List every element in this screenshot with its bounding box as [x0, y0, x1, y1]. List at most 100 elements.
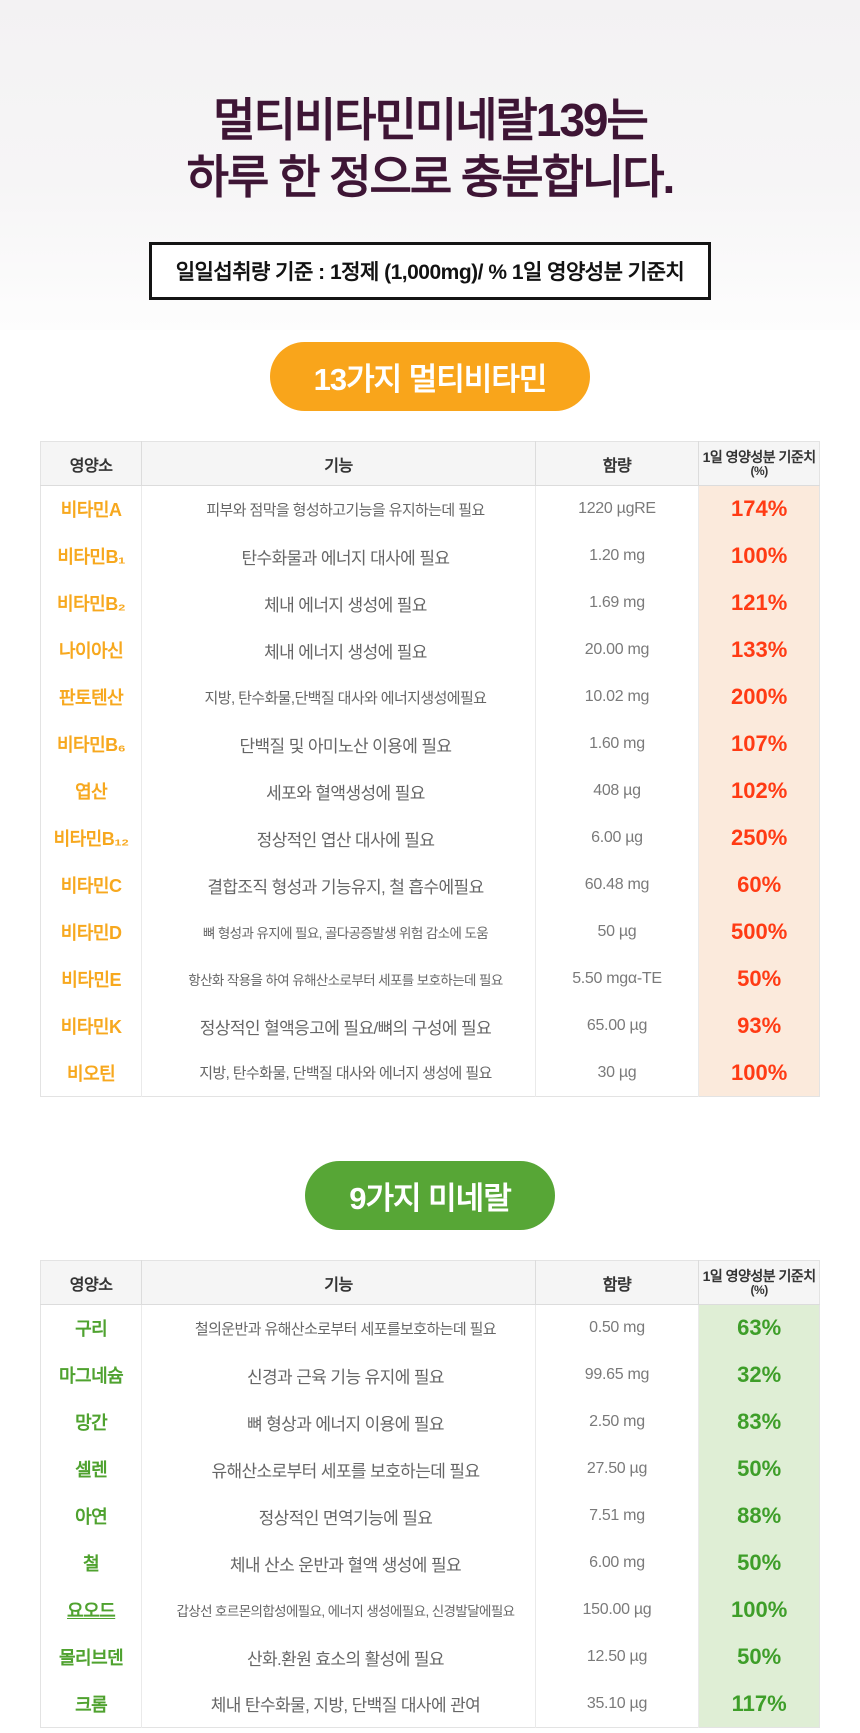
table-row: 셀렌 유해산소로부터 세포를 보호하는데 필요 27.50 µg 50%	[41, 1445, 820, 1493]
nutrient-percent-cell: 100%	[698, 1586, 820, 1634]
nutrient-function-cell: 세포와 혈액생성에 필요	[141, 767, 536, 815]
nutrient-amount-cell: 10.02 mg	[534, 673, 699, 721]
column-header-amount: 함량	[534, 1260, 699, 1305]
table-row: 크롬 체내 탄수화물, 지방, 단백질 대사에 관여 35.10 µg 117%	[41, 1680, 820, 1728]
nutrient-name-cell: 마그네슘	[59, 1366, 124, 1386]
vitamins-table-body: 비타민A 피부와 점막을 형성하고기능을 유지하는데 필요 1220 µgRE 174…	[41, 485, 820, 1097]
nutrient-name-cell: 셀렌	[75, 1460, 108, 1480]
column-header-function: 기능	[141, 1260, 536, 1305]
nutrient-percent-cell: 102%	[698, 767, 820, 815]
nutrient-name-cell: 비타민B₆	[56, 735, 126, 755]
table-row: 망간 뼈 형상과 에너지 이용에 필요 2.50 mg 83%	[41, 1398, 820, 1446]
nutrient-name-cell: 엽산	[75, 782, 108, 802]
nutrient-function-cell: 뼈 형상과 에너지 이용에 필요	[141, 1398, 536, 1446]
table-row: 판토텐산 지방, 탄수화물,단백질 대사와 에너지생성에필요 10.02 mg 200…	[41, 673, 820, 721]
nutrient-function-cell: 단백질 및 아미노산 이용에 필요	[141, 720, 536, 768]
nutrient-amount-cell: 60.48 mg	[534, 861, 699, 909]
nutrient-name-cell: 몰리브덴	[59, 1648, 124, 1668]
table-row: 비오틴 지방, 탄수화물, 단백질 대사와 에너지 생성에 필요 30 µg 100%	[41, 1049, 820, 1097]
nutrient-name-cell: 구리	[75, 1319, 108, 1340]
vitamins-table-header: 영양소 기능 함량 1일 영양성분 기준치 (%)	[40, 441, 820, 486]
nutrient-name-cell: 비타민K	[60, 1017, 122, 1037]
mineral-badge-wrap: 9가지 미네랄	[0, 1161, 860, 1230]
nutrient-name-cell: 크롬	[75, 1694, 108, 1715]
nutrient-amount-cell: 7.51 mg	[534, 1492, 699, 1540]
nutrient-percent-cell: 107%	[698, 720, 820, 768]
nutrient-function-cell: 체내 에너지 생성에 필요	[141, 579, 536, 627]
table-row: 비타민B₆ 단백질 및 아미노산 이용에 필요 1.60 mg 107%	[41, 720, 820, 768]
column-header-daily-value-line2: (%)	[750, 1282, 769, 1297]
nutrient-amount-cell: 0.50 mg	[534, 1304, 699, 1352]
nutrient-amount-cell: 2.50 mg	[534, 1398, 699, 1446]
nutrient-name-cell: 요오드	[67, 1601, 116, 1621]
nutrient-amount-cell: 6.00 µg	[534, 814, 699, 862]
dosage-note-text: 일일섭취량 기준 : 1정제 (1,000mg)/ % 1일 영양성분 기준치	[175, 261, 685, 285]
nutrient-percent-cell: 500%	[698, 908, 820, 956]
nutrient-function-cell: 산화.환원 효소의 활성에 필요	[141, 1633, 536, 1681]
table-header-row: 영양소 기능 함량 1일 영양성분 기준치 (%)	[40, 441, 820, 486]
nutrient-percent-cell: 50%	[698, 955, 820, 1003]
nutrient-percent-cell: 200%	[698, 673, 820, 721]
nutrient-amount-cell: 65.00 µg	[534, 1002, 699, 1050]
nutrient-percent-cell: 100%	[698, 532, 820, 580]
nutrient-name-cell: 망간	[75, 1413, 108, 1433]
nutrient-name-cell: 비타민B₁	[57, 547, 125, 567]
nutrient-percent-cell: 50%	[698, 1539, 820, 1587]
page-title: 멀티비타민미네랄139는 하루 한 정으로 충분합니다.	[0, 92, 860, 206]
table-row: 비타민E 항산화 작용을 하여 유해산소로부터 세포를 보호하는데 필요 5.50 …	[41, 955, 820, 1003]
nutrient-function-cell: 정상적인 면역기능에 필요	[141, 1492, 536, 1540]
nutrient-percent-cell: 93%	[698, 1002, 820, 1050]
nutrient-percent-cell: 100%	[698, 1049, 820, 1097]
nutrient-amount-cell: 99.65 mg	[534, 1351, 699, 1399]
mineral-badge: 9가지 미네랄	[305, 1161, 555, 1230]
nutrient-amount-cell: 50 µg	[534, 908, 699, 956]
column-header-nutrient: 영양소	[40, 441, 142, 486]
mineral-section: 9가지 미네랄 영양소 기능 함량 1일 영양성분 기준치 (%) 구리 철의운반…	[0, 1161, 860, 1728]
vitamins-table: 영양소 기능 함량 1일 영양성분 기준치 (%) 비타민A 피부와 점막을 형성…	[40, 441, 820, 1097]
column-header-amount: 함량	[534, 441, 699, 486]
table-row: 마그네슘 신경과 근육 기능 유지에 필요 99.65 mg 32%	[41, 1351, 820, 1399]
nutrient-function-cell: 결합조직 형성과 기능유지, 철 흡수에필요	[141, 861, 536, 909]
nutrient-percent-cell: 83%	[698, 1398, 820, 1446]
nutrient-function-cell: 갑상선 호르몬의합성에필요, 에너지 생성에필요, 신경발달에필요	[141, 1586, 536, 1634]
nutrient-percent-cell: 174%	[698, 485, 820, 533]
nutrient-function-cell: 체내 에너지 생성에 필요	[141, 626, 536, 674]
nutrient-percent-cell: 117%	[698, 1680, 820, 1728]
table-row: 철 체내 산소 운반과 혈액 생성에 필요 6.00 mg 50%	[41, 1539, 820, 1587]
nutrient-function-cell: 탄수화물과 에너지 대사에 필요	[141, 532, 536, 580]
nutrient-name-cell: 나이아신	[59, 641, 124, 661]
nutrient-name-cell: 비타민B₂	[57, 594, 126, 614]
table-row: 비타민A 피부와 점막을 형성하고기능을 유지하는데 필요 1220 µgRE 174…	[41, 485, 820, 533]
nutrient-percent-cell: 133%	[698, 626, 820, 674]
nutrient-percent-cell: 60%	[698, 861, 820, 909]
table-row: 비타민K 정상적인 혈액응고에 필요/뼈의 구성에 필요 65.00 µg 93%	[41, 1002, 820, 1050]
table-row: 아연 정상적인 면역기능에 필요 7.51 mg 88%	[41, 1492, 820, 1540]
vitamin-badge-wrap: 13가지 멀티비타민	[0, 342, 860, 411]
nutrient-function-cell: 항산화 작용을 하여 유해산소로부터 세포를 보호하는데 필요	[141, 955, 536, 1003]
nutrient-function-cell: 유해산소로부터 세포를 보호하는데 필요	[141, 1445, 536, 1493]
minerals-table-header: 영양소 기능 함량 1일 영양성분 기준치 (%)	[40, 1260, 820, 1305]
table-row: 비타민B₁₂ 정상적인 엽산 대사에 필요 6.00 µg 250%	[41, 814, 820, 862]
nutrient-percent-cell: 88%	[698, 1492, 820, 1540]
table-row: 구리 철의운반과 유해산소로부터 세포를보호하는데 필요 0.50 mg 63%	[41, 1304, 820, 1352]
nutrient-function-cell: 정상적인 엽산 대사에 필요	[141, 814, 536, 862]
nutrient-amount-cell: 35.10 µg	[534, 1680, 699, 1728]
nutrient-function-cell: 신경과 근육 기능 유지에 필요	[141, 1351, 536, 1399]
nutrient-name-cell: 비타민E	[61, 970, 121, 990]
table-row: 비타민C 결합조직 형성과 기능유지, 철 흡수에필요 60.48 mg 60%	[41, 861, 820, 909]
nutrient-name-cell: 판토텐산	[59, 688, 124, 708]
nutrient-percent-cell: 32%	[698, 1351, 820, 1399]
nutrient-amount-cell: 1220 µgRE	[534, 485, 699, 533]
nutrient-percent-cell: 50%	[698, 1633, 820, 1681]
table-row: 몰리브덴 산화.환원 효소의 활성에 필요 12.50 µg 50%	[41, 1633, 820, 1681]
nutrient-function-cell: 체내 탄수화물, 지방, 단백질 대사에 관여	[141, 1680, 536, 1728]
nutrient-function-cell: 뼈 형성과 유지에 필요, 골다공증발생 위험 감소에 도움	[141, 908, 536, 956]
table-row: 비타민D 뼈 형성과 유지에 필요, 골다공증발생 위험 감소에 도움 50 µg 5…	[41, 908, 820, 956]
nutrient-name-cell: 비타민A	[60, 500, 122, 521]
minerals-table-body: 구리 철의운반과 유해산소로부터 세포를보호하는데 필요 0.50 mg 63% 마그네…	[41, 1304, 820, 1728]
nutrient-amount-cell: 27.50 µg	[534, 1445, 699, 1493]
table-row: 나이아신 체내 에너지 생성에 필요 20.00 mg 133%	[41, 626, 820, 674]
vitamin-section: 13가지 멀티비타민 영양소 기능 함량 1일 영양성분 기준치 (%) 비타민…	[0, 342, 860, 1097]
nutrient-amount-cell: 5.50 mgα-TE	[534, 955, 699, 1003]
column-header-daily-value-line1: 1일 영양성분 기준치	[702, 448, 817, 465]
